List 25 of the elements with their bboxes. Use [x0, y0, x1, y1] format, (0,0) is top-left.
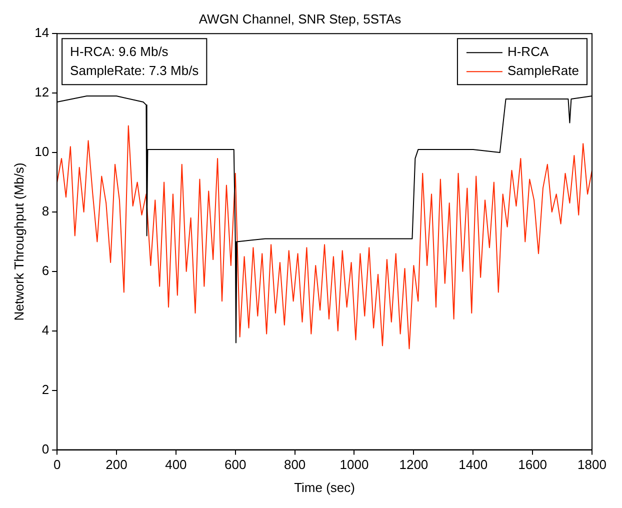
- x-tick-label: 800: [284, 457, 306, 472]
- x-tick-label: 1000: [340, 457, 369, 472]
- annotation: H-RCA: 9.6 Mb/s: [70, 44, 169, 60]
- y-tick-label: 10: [34, 144, 50, 160]
- legend-label: H-RCA: [507, 44, 549, 60]
- x-tick-label: 200: [106, 457, 128, 472]
- x-tick-label: 1200: [399, 457, 428, 472]
- annotation: SampleRate: 7.3 Mb/s: [70, 63, 200, 78]
- x-tick-label: 600: [224, 457, 246, 472]
- x-axis-title: Time (sec): [294, 480, 355, 495]
- x-tick-label: 1600: [518, 457, 548, 472]
- y-tick-label: 12: [34, 84, 50, 100]
- y-tick-label: 2: [42, 382, 50, 397]
- x-tick-label: 1400: [458, 457, 488, 472]
- y-tick-label: 6: [42, 263, 50, 278]
- y-axis-title: Network Throughput (Mb/s): [11, 162, 26, 321]
- x-tick-label: 0: [53, 457, 61, 472]
- legend-label: SampleRate: [507, 63, 580, 78]
- x-tick-label: 1800: [578, 457, 606, 472]
- y-tick-label: 8: [42, 204, 50, 219]
- y-tick-label: 14: [34, 25, 50, 40]
- y-tick-label: 0: [42, 441, 50, 456]
- chart-title: AWGN Channel, SNR Step, 5STAs: [198, 11, 402, 26]
- y-tick-label: 4: [42, 322, 50, 338]
- x-tick-label: 400: [165, 457, 187, 472]
